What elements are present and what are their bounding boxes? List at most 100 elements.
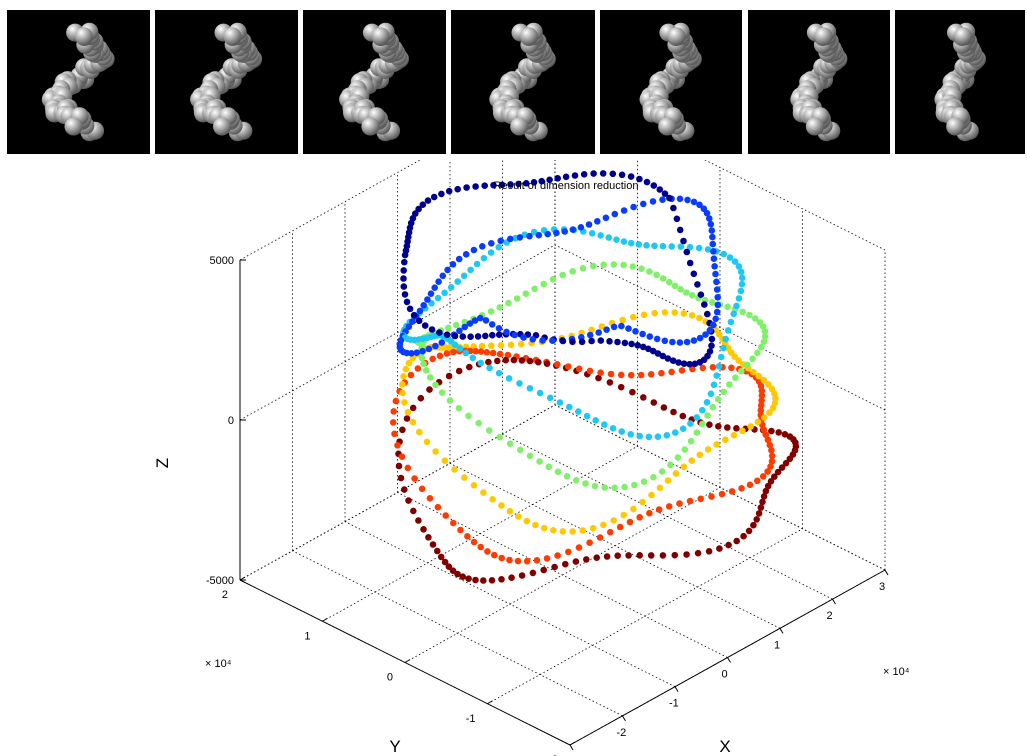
data-point	[432, 448, 439, 455]
data-point	[694, 549, 702, 557]
data-point	[747, 423, 754, 430]
data-point	[561, 228, 568, 235]
data-point	[401, 258, 408, 266]
data-point	[617, 371, 625, 379]
data-point	[675, 359, 682, 366]
data-point	[591, 482, 599, 490]
data-point	[620, 238, 628, 245]
data-point	[630, 313, 637, 321]
data-point	[462, 251, 470, 258]
data-point	[399, 426, 406, 434]
data-point	[498, 576, 505, 583]
data-point	[429, 355, 437, 363]
data-point	[502, 356, 510, 364]
data-point	[619, 316, 626, 324]
data-point	[487, 308, 495, 315]
data-point	[480, 577, 487, 584]
data-point	[649, 198, 657, 205]
data-point	[649, 347, 657, 355]
data-point	[708, 342, 715, 350]
data-point	[724, 327, 732, 334]
data-point	[634, 342, 641, 349]
data-point	[629, 388, 636, 396]
data-point	[401, 399, 408, 406]
data-point	[600, 261, 607, 269]
data-point	[691, 360, 699, 368]
data-point	[696, 334, 704, 342]
data-point	[764, 436, 772, 444]
data-point	[438, 190, 445, 198]
data-point	[703, 399, 711, 406]
atom-sphere	[667, 27, 686, 46]
x-tick-label: 0	[722, 669, 728, 681]
data-point	[671, 309, 678, 316]
data-point	[663, 432, 671, 439]
data-point	[465, 412, 472, 420]
molecule-thumbnail	[155, 10, 298, 154]
data-point	[459, 333, 467, 340]
data-point	[694, 281, 701, 288]
data-point	[674, 454, 682, 461]
data-point	[708, 335, 716, 343]
data-point	[620, 261, 627, 269]
data-point	[434, 294, 442, 302]
data-point	[681, 446, 689, 453]
data-point	[435, 278, 442, 286]
data-point	[579, 265, 587, 272]
data-point	[437, 553, 445, 561]
data-point	[495, 369, 503, 377]
data-point	[750, 521, 757, 529]
data-point	[554, 361, 561, 368]
data-point	[594, 218, 601, 225]
data-point	[536, 458, 543, 465]
data-point	[588, 337, 595, 345]
data-point	[457, 526, 464, 534]
data-point	[659, 275, 667, 282]
molecule-thumbnail	[303, 10, 446, 154]
data-point	[401, 486, 408, 493]
data-point	[704, 446, 712, 453]
data-point	[544, 230, 551, 238]
data-point	[425, 534, 432, 541]
data-point	[664, 477, 672, 484]
data-point	[618, 322, 625, 330]
data-point	[418, 485, 426, 493]
data-point	[610, 261, 618, 268]
data-point	[680, 463, 688, 471]
data-point	[636, 432, 643, 440]
data-point	[636, 514, 643, 521]
data-point	[696, 314, 703, 322]
data-point	[516, 380, 523, 387]
data-point	[562, 173, 570, 181]
data-point	[722, 436, 729, 444]
data-point	[402, 365, 410, 373]
data-point	[781, 431, 789, 438]
data-point	[496, 350, 504, 358]
data-point	[540, 280, 547, 288]
data-point	[715, 331, 723, 338]
data-point	[464, 533, 471, 540]
data-point	[699, 406, 706, 414]
y-tick	[322, 617, 328, 622]
data-point	[562, 560, 569, 568]
data-point	[497, 342, 505, 349]
y-exponent-label: × 10⁴	[205, 658, 232, 670]
molecule-thumbnail	[7, 10, 150, 154]
data-point	[489, 331, 496, 339]
data-point	[610, 517, 617, 524]
data-point	[559, 528, 567, 535]
data-point	[659, 242, 667, 250]
data-point	[666, 194, 673, 202]
data-point	[438, 339, 446, 346]
data-point	[647, 552, 655, 559]
data-point	[640, 200, 647, 208]
atom-sphere	[510, 117, 529, 136]
data-point	[693, 414, 701, 421]
data-point	[761, 414, 768, 421]
data-point	[569, 226, 577, 233]
data-point	[611, 210, 619, 218]
data-point	[713, 308, 721, 316]
data-point	[690, 270, 698, 278]
data-point	[486, 364, 493, 372]
data-point	[757, 504, 765, 511]
